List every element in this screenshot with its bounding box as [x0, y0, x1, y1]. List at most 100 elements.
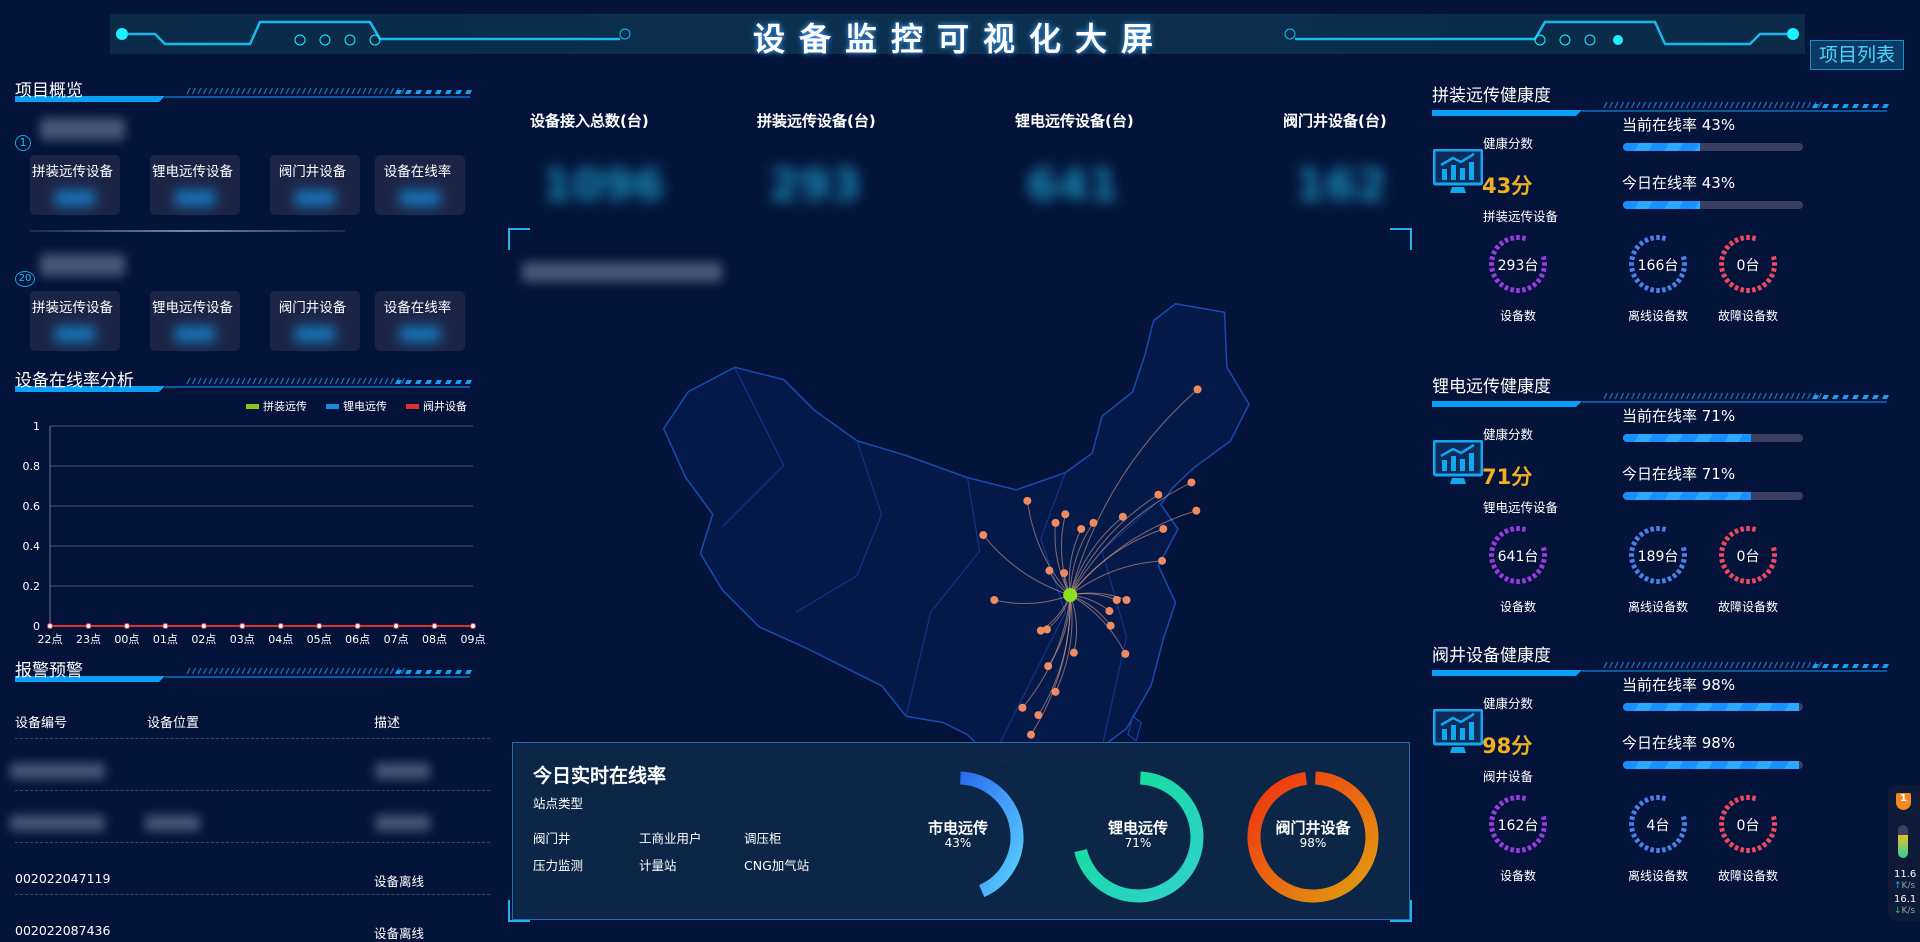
site-marker[interactable] — [1159, 524, 1168, 533]
data-point[interactable] — [316, 623, 323, 629]
data-point[interactable] — [85, 623, 92, 629]
project-stat-card[interactable]: 设备在线率 — [375, 291, 465, 351]
site-marker[interactable] — [1089, 518, 1098, 527]
site-marker[interactable] — [1154, 490, 1163, 499]
stat-value-blurred — [175, 326, 215, 342]
site-marker[interactable] — [1106, 621, 1115, 630]
site-marker[interactable] — [1027, 730, 1036, 739]
site-marker[interactable] — [1060, 569, 1069, 578]
site-marker[interactable] — [1077, 524, 1086, 533]
site-type-option[interactable]: 压力监测 — [533, 858, 584, 873]
site-marker[interactable] — [1034, 711, 1043, 720]
section-title-bar — [1432, 392, 1889, 407]
site-marker[interactable] — [1122, 596, 1131, 605]
stat-label: 拼装远传设备 — [32, 164, 113, 180]
header-banner — [110, 14, 1805, 54]
site-type-option[interactable]: CNG加气站 — [744, 858, 810, 873]
project-list-button[interactable]: 项目列表 — [1810, 40, 1904, 70]
stat-value-blurred: 293 — [769, 160, 861, 211]
stat-label: 阀门井设备 — [278, 300, 347, 316]
data-point[interactable] — [354, 623, 361, 629]
project-name-blurred[interactable] — [40, 254, 125, 276]
ring-label: 设备数 — [1499, 309, 1536, 323]
gauge-percent: 71% — [1124, 836, 1152, 850]
current-online-rate-label: 当前在线率 71% — [1622, 407, 1736, 425]
today-online-rate-label: 今日在线率 71% — [1622, 465, 1736, 483]
data-point[interactable] — [123, 623, 130, 629]
site-marker[interactable] — [990, 596, 999, 605]
stat-label: 拼装远传设备 — [32, 300, 113, 316]
site-marker[interactable] — [1187, 478, 1196, 487]
site-type-option[interactable]: 工商业用户 — [639, 831, 702, 846]
site-marker[interactable] — [1023, 496, 1032, 505]
section-title-bar — [15, 87, 472, 102]
project-stat-card[interactable]: 阀门井设备 — [270, 155, 360, 215]
data-point[interactable] — [162, 623, 169, 629]
site-marker[interactable] — [1121, 649, 1130, 658]
current-online-rate-label: 当前在线率 43% — [1622, 116, 1736, 134]
site-marker[interactable] — [1018, 703, 1027, 712]
flight-line — [1069, 494, 1159, 596]
x-tick-label: 01点 — [153, 633, 178, 646]
data-point[interactable] — [200, 623, 207, 629]
data-point[interactable] — [470, 623, 476, 629]
hub-marker[interactable] — [1063, 588, 1078, 603]
gauge-arc — [1247, 771, 1379, 903]
data-point[interactable] — [47, 623, 53, 629]
site-marker[interactable] — [979, 531, 988, 540]
page-title: 设备监控可视化大屏 — [752, 20, 1167, 58]
flight-line — [1069, 389, 1198, 596]
site-marker[interactable] — [1045, 566, 1054, 575]
legend-label[interactable]: 拼装远传 — [263, 399, 307, 413]
data-point[interactable] — [239, 623, 246, 629]
x-tick-label: 03点 — [230, 633, 255, 646]
ring-label: 故障设备数 — [1717, 600, 1778, 614]
site-marker[interactable] — [1042, 625, 1051, 634]
legend-label[interactable]: 阀井设备 — [423, 399, 467, 413]
row-divider — [15, 790, 490, 791]
project-name-blurred[interactable] — [40, 118, 125, 140]
monitor-chart-icon — [1433, 149, 1483, 193]
site-marker[interactable] — [1069, 648, 1078, 657]
overview-title: 项目概览 — [15, 81, 83, 101]
project-stat-card[interactable]: 拼装远传设备 — [30, 155, 120, 215]
ring-value: 0台 — [1736, 258, 1760, 274]
site-type-option[interactable]: 计量站 — [639, 858, 677, 873]
site-marker[interactable] — [1193, 385, 1202, 394]
alarm-device-id-blurred[interactable] — [10, 763, 105, 779]
project-stat-card[interactable]: 锂电远传设备 — [150, 155, 240, 215]
memory-gauge — [1898, 825, 1908, 858]
network-speed-widget[interactable]: 1 11.6 ↑K/s 16.1 ↓K/s — [1888, 785, 1920, 921]
data-point[interactable] — [393, 623, 400, 629]
data-point[interactable] — [277, 623, 284, 629]
site-type-option[interactable]: 调压柜 — [744, 831, 782, 846]
alarm-device-id-blurred[interactable] — [10, 815, 105, 831]
data-point[interactable] — [431, 623, 438, 629]
legend-swatch — [326, 404, 339, 409]
alarm-description: 设备离线 — [374, 874, 425, 889]
site-marker[interactable] — [1192, 506, 1201, 515]
stat-value-blurred — [175, 190, 215, 206]
site-marker[interactable] — [1112, 596, 1121, 605]
province-border — [991, 472, 1066, 760]
alarm-device-id[interactable]: 002022047119 — [15, 871, 111, 886]
site-marker[interactable] — [1036, 626, 1045, 635]
site-type-option[interactable]: 阀门井 — [533, 831, 571, 846]
flight-line — [1022, 595, 1071, 709]
project-stat-card[interactable]: 拼装远传设备 — [30, 291, 120, 351]
site-marker[interactable] — [1158, 556, 1167, 565]
project-stat-card[interactable]: 设备在线率 — [375, 155, 465, 215]
site-marker[interactable] — [1105, 607, 1114, 616]
site-marker[interactable] — [1051, 518, 1060, 527]
project-stat-card[interactable]: 锂电远传设备 — [150, 291, 240, 351]
x-tick-label: 09点 — [461, 633, 486, 646]
device-type-label: 阀井设备 — [1483, 769, 1534, 784]
site-marker[interactable] — [1118, 512, 1127, 521]
province-border — [905, 477, 981, 717]
legend-label[interactable]: 锂电远传 — [343, 399, 387, 413]
site-marker[interactable] — [1061, 510, 1070, 519]
project-stat-card[interactable]: 阀门井设备 — [270, 291, 360, 351]
ring-value: 0台 — [1736, 549, 1760, 565]
stat-value-blurred — [295, 190, 335, 206]
